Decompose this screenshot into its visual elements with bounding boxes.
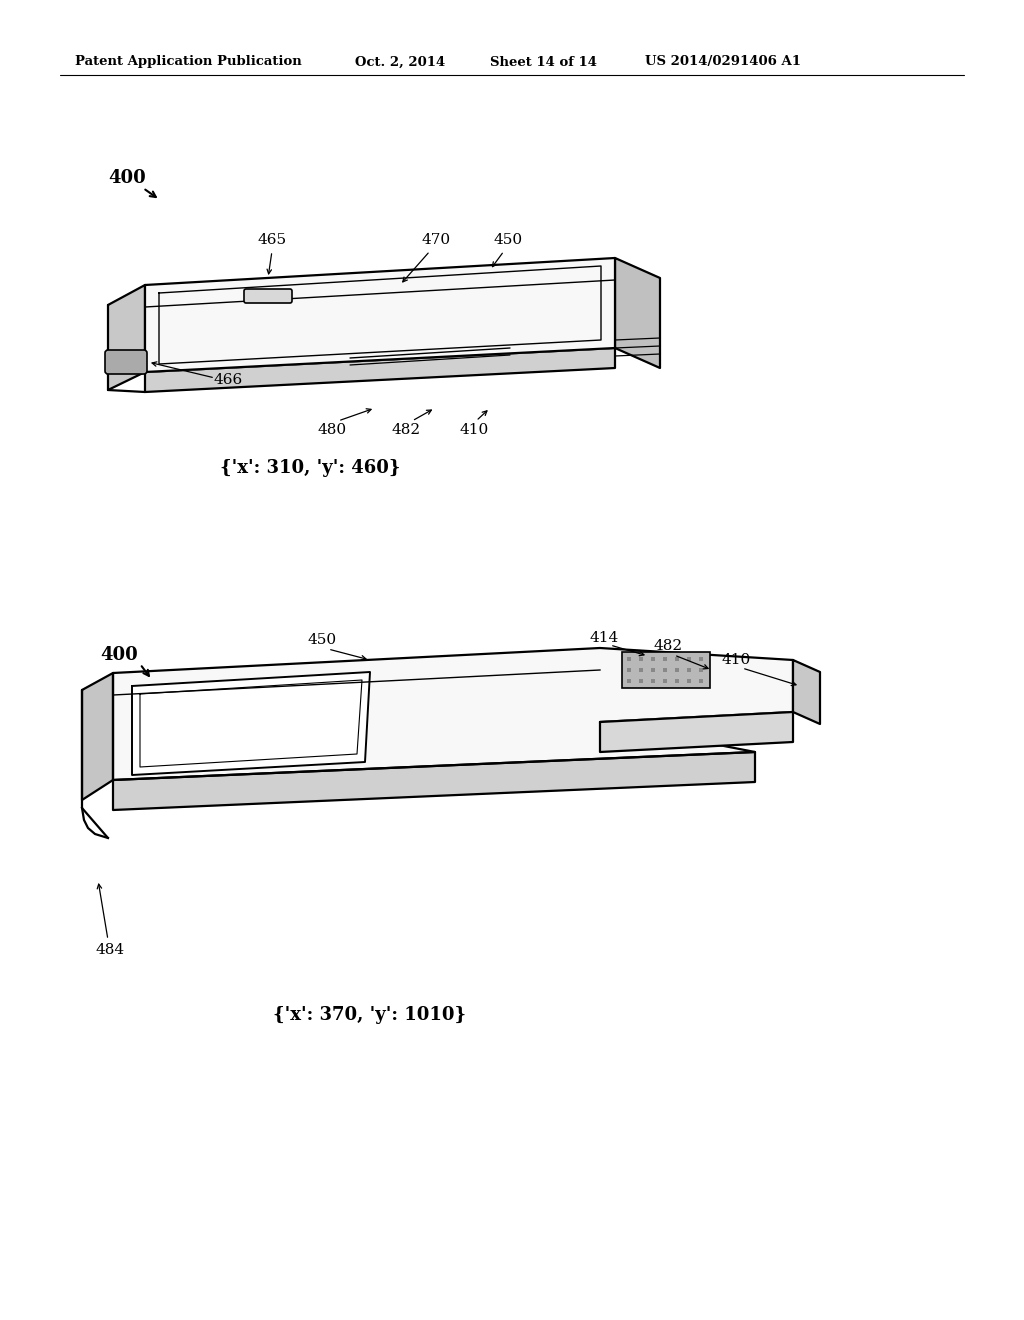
Polygon shape: [132, 672, 370, 775]
Text: 450: 450: [307, 634, 337, 647]
Text: 414: 414: [590, 631, 618, 645]
Text: 466: 466: [213, 374, 243, 387]
Text: 410: 410: [460, 422, 488, 437]
Text: 400: 400: [108, 169, 145, 187]
Text: 482: 482: [653, 639, 683, 653]
Text: 410: 410: [721, 653, 751, 667]
Polygon shape: [108, 285, 145, 389]
Text: Sheet 14 of 14: Sheet 14 of 14: [490, 55, 597, 69]
FancyBboxPatch shape: [244, 289, 292, 304]
Text: Patent Application Publication: Patent Application Publication: [75, 55, 302, 69]
Polygon shape: [600, 711, 793, 752]
FancyBboxPatch shape: [105, 350, 147, 374]
Text: 482: 482: [391, 422, 421, 437]
Polygon shape: [113, 752, 755, 810]
Text: {'x': 310, 'y': 460}: {'x': 310, 'y': 460}: [220, 459, 400, 477]
Polygon shape: [615, 257, 660, 368]
Text: 480: 480: [317, 422, 346, 437]
Text: 400: 400: [100, 645, 138, 664]
Text: Oct. 2, 2014: Oct. 2, 2014: [355, 55, 445, 69]
Polygon shape: [82, 673, 113, 800]
Text: 484: 484: [95, 942, 125, 957]
Text: {'x': 370, 'y': 1010}: {'x': 370, 'y': 1010}: [273, 1006, 467, 1024]
Text: 470: 470: [422, 234, 451, 247]
Polygon shape: [793, 660, 820, 723]
Polygon shape: [145, 348, 615, 392]
Bar: [622, 652, 710, 688]
Polygon shape: [113, 648, 793, 780]
Text: US 2014/0291406 A1: US 2014/0291406 A1: [645, 55, 801, 69]
Text: 450: 450: [494, 234, 522, 247]
Polygon shape: [145, 257, 615, 372]
Text: 465: 465: [257, 234, 287, 247]
